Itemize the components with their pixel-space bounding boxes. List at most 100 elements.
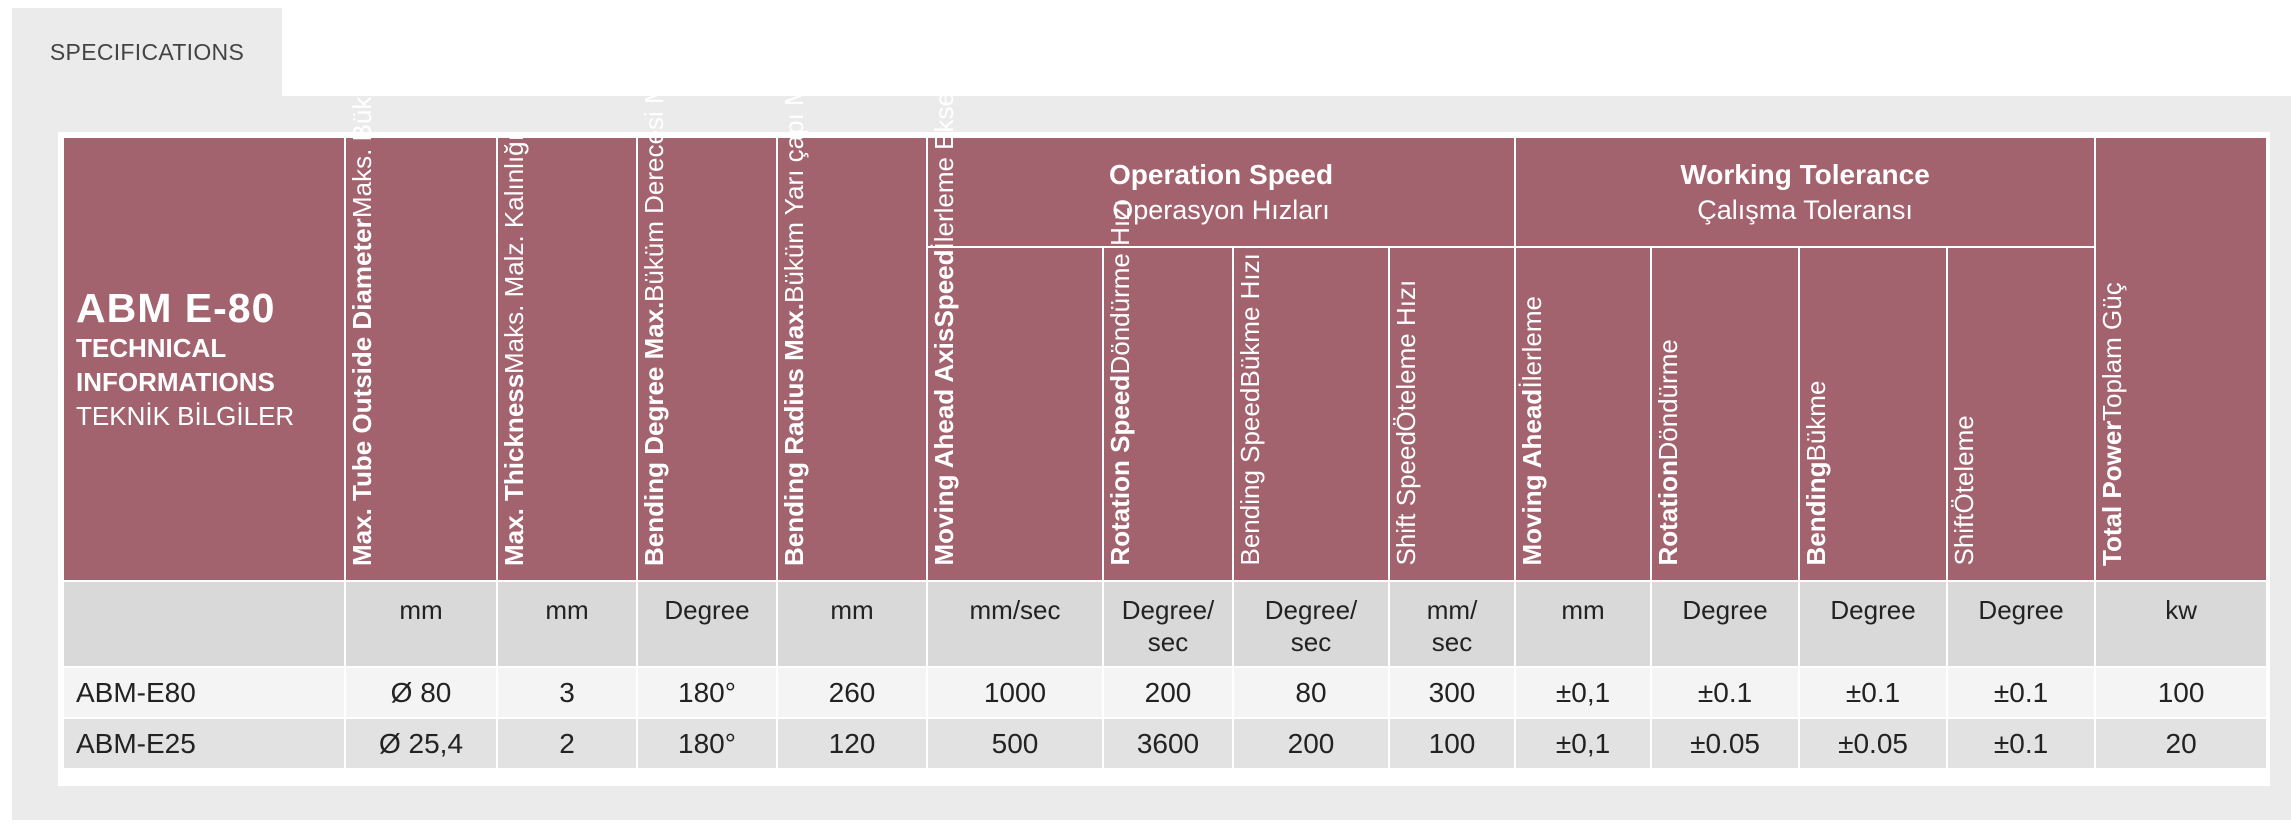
unit-cell-line1: Degree/ [1121,595,1215,625]
group-working-tolerance-tr: Çalışma Toleransı [1697,195,1913,226]
col-header-op-rotation: Rotation Speed Döndürme Hızı [1102,200,1234,582]
col-tol-bending-tr: Bükme [1801,381,1832,462]
col-header-tol-rotation: Rotation Döndürme [1650,246,1801,582]
col-total-power-en: Total Power [2097,420,2128,566]
cell-op-moving: 500 [926,717,1104,770]
col-header-tube-diameter: Max. Tube Outside Diameter Maks. Bükme Ça… [344,0,498,582]
col-bending-degree-en: Bending Degree Max. [639,301,669,566]
col-header-op-moving: Moving Ahead Axis Speed İlerleme Ekseni Hı… [926,19,1104,582]
col-op-shift-tr: Öteleme Hızı [1391,279,1421,432]
tab-bar: SPECIFICATIONS [12,8,2291,96]
unit-cell-line1: mm/ [1426,595,1478,625]
unit-cell: mm [344,580,498,668]
col-tol-moving-tr: İlerleme [1517,296,1548,390]
unit-cell: Degree [636,580,778,668]
col-thickness-en: Max. Thickness [499,373,529,566]
cell-op-shift: 100 [1387,717,1517,770]
col-header-tol-bending: Bending Bükme [1798,246,1949,582]
cell-thickness: 2 [496,717,638,770]
cell-op-bending: 80 [1232,666,1390,719]
col-tol-bending-en: Bending [1801,462,1832,566]
col-op-moving-en2: Speed [929,250,959,329]
col-op-rotation-tr: Döndürme Hızı [1105,200,1135,376]
cell-op-rotation: 3600 [1102,717,1234,770]
cell-tol-rotation: ±0.05 [1650,717,1801,770]
col-tol-moving-en: Moving Ahead [1517,389,1548,566]
table-title-line3: TEKNİK BİLGİLER [76,401,295,431]
table-title-line1: TECHNICAL [76,333,227,363]
col-op-rotation-en: Rotation Speed [1105,375,1135,566]
unit-cell: Degree [1650,580,1801,668]
spec-table: ABM E-80 TECHNICAL INFORMATIONS TEKNİK B… [62,0,2269,770]
group-operation-speed-en: Operation Speed [1109,159,1334,191]
cell-radius: 120 [776,717,928,770]
col-tol-rotation-tr: Döndürme [1653,339,1684,461]
unit-cell: mm [1514,580,1653,668]
cell-op-bending: 200 [1232,717,1390,770]
table-row: ABM-E25 Ø 25,4 2 180° 120 500 3600 200 1… [62,717,2269,770]
group-working-tolerance: Working Tolerance Çalışma Toleransı [1514,135,2097,249]
cell-radius: 260 [776,666,928,719]
col-bending-radius-tr: Büküm Yarı çapı Maks. [779,36,809,304]
tab-specifications[interactable]: SPECIFICATIONS [12,8,282,96]
unit-cell-line2: sec [1431,627,1473,657]
cell-thickness: 3 [496,666,638,719]
cell-diameter: Ø 25,4 [344,717,498,770]
spec-table-container: ABM E-80 TECHNICAL INFORMATIONS TEKNİK B… [58,0,2270,786]
col-thickness-tr: Maks. Malz. Kalınlığı [499,133,529,374]
group-operation-speed: Operation Speed Operasyon Hızları [925,135,1517,249]
cell-power: 20 [2094,717,2269,770]
unit-cell: Degree [1946,580,2097,668]
group-working-tolerance-en: Working Tolerance [1680,159,1930,191]
col-header-bending-radius: Bending Radius Max. Büküm Yarı çapı Maks. [776,37,928,582]
col-tube-diameter-en: Max. Tube Outside Diameter [347,218,377,566]
cell-tol-bending: ±0.05 [1798,717,1949,770]
col-tol-shift-en: Shift [1949,513,1980,566]
col-header-thickness: Max. Thickness Maks. Malz. Kalınlığı [496,133,638,582]
col-op-bending-en: Bending Speed [1235,388,1265,566]
cell-op-rotation: 200 [1102,666,1234,719]
col-op-shift-en: Shift Speed [1391,431,1421,566]
col-op-bending-tr: Bükme Hızı [1235,253,1265,389]
group-operation-speed-tr: Operasyon Hızları [1112,195,1330,226]
cell-op-moving: 1000 [926,666,1104,719]
cell-diameter: Ø 80 [344,666,498,719]
col-header-op-bending: Bending Speed Bükme Hızı [1232,246,1390,582]
col-total-power-tr: Toplam Güç [2097,281,2128,421]
cell-model: ABM-E25 [62,717,346,770]
cell-power: 100 [2094,666,2269,719]
table-row: ABM-E80 Ø 80 3 180° 260 1000 200 80 300 … [62,666,2269,719]
col-tol-rotation-en: Rotation [1653,460,1684,566]
col-bending-degree-tr: Büküm Derecesi Maks. [639,34,669,302]
col-op-moving-tr: İlerleme Ekseni Hızı [929,18,959,251]
cell-tol-moving: ±0,1 [1514,666,1653,719]
table-title-line2: INFORMATIONS [76,367,275,397]
unit-cell-line1: Degree/ [1264,595,1358,625]
col-header-op-shift: Shift Speed Öteleme Hızı [1387,246,1517,582]
col-bending-radius-en: Bending Radius Max. [779,303,809,566]
cell-tol-bending: ±0.1 [1798,666,1949,719]
cell-tol-moving: ±0,1 [1514,717,1653,770]
unit-cell: mm [496,580,638,668]
col-op-moving-en1: Moving Ahead Axis [929,328,959,566]
unit-cell: mm/sec [926,580,1104,668]
unit-cell: Degree/sec [1102,580,1234,668]
col-tol-shift-tr: Öteleme [1949,415,1980,514]
cell-degree: 180° [636,717,778,770]
col-header-bending-degree: Bending Degree Max. Büküm Derecesi Maks. [636,34,778,582]
unit-cell: mm [776,580,928,668]
unit-cell-empty [62,580,346,668]
header-row-columns: Moving Ahead Axis Speed İlerleme Ekseni Hı… [63,19,2267,582]
unit-cell: Degree/sec [1232,580,1390,668]
cell-tol-shift: ±0.1 [1946,717,2097,770]
col-header-tol-shift: Shift Öteleme [1946,246,2097,582]
cell-degree: 180° [636,666,778,719]
header-row-groups: ABM E-80 TECHNICAL INFORMATIONS TEKNİK B… [62,0,2269,582]
unit-cell-line2: sec [1147,627,1189,657]
col-header-total-power: Total Power Toplam Güç [2094,136,2269,582]
cell-op-shift: 300 [1387,666,1517,719]
col-tube-diameter-tr: Maks. Bükme Çapı [347,0,377,219]
unit-cell: kw [2094,580,2269,668]
col-header-tol-moving: Moving Ahead İlerleme [1514,246,1653,582]
cell-model: ABM-E80 [62,666,346,719]
